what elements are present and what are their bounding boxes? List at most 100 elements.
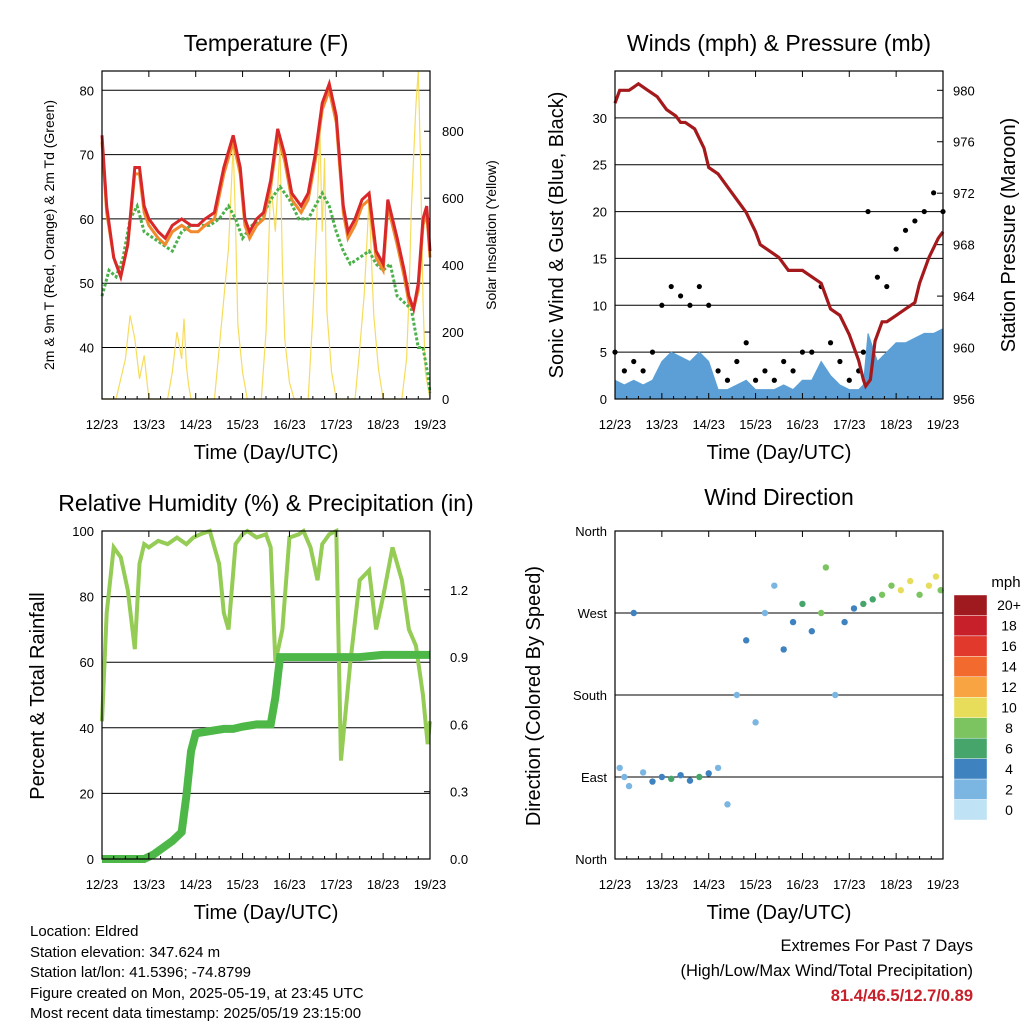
dir-y-tick-label: South [573, 688, 607, 703]
colorbar-label: 18 [1001, 618, 1017, 634]
x-tick-label: 17/23 [833, 417, 866, 432]
latlon-text: Station lat/lon: 41.5396; -74.8799 [30, 964, 252, 981]
wind-y-tick-label: 15 [593, 251, 607, 266]
colorbar-swatch [953, 758, 988, 780]
wind-speed-area [614, 327, 944, 400]
gust-point [621, 368, 627, 374]
direction-point [705, 770, 712, 777]
station-info: Location: Eldred Station elevation: 347.… [30, 922, 364, 1025]
winds-title: Winds (mph) & Pressure (mb) [627, 30, 931, 56]
direction-point [621, 773, 628, 781]
colorbar-label: 12 [1001, 679, 1017, 695]
x-tick-label: 19/23 [927, 877, 960, 892]
x-tick-label: 15/23 [226, 877, 259, 892]
colorbar-label: 14 [1001, 659, 1017, 675]
direction-point [780, 646, 787, 653]
recent-text: Most recent data timestamp: 2025/05/19 2… [30, 1005, 362, 1022]
direction-point [630, 609, 637, 617]
gust-point [631, 358, 637, 365]
colorbar-swatch [953, 635, 988, 657]
direction-point [658, 773, 666, 781]
gust-point [931, 190, 937, 196]
colorbar-swatch [953, 615, 988, 637]
gust-point [799, 349, 806, 355]
wind-y-tick-label: 20 [593, 205, 607, 220]
direction-point [724, 801, 731, 808]
x-tick-label: 18/23 [367, 877, 400, 892]
gust-point [827, 340, 834, 346]
direction-point [677, 771, 684, 779]
extremes-values: 81.4/46.5/12.7/0.89 [830, 987, 973, 1005]
temp-y-tick-label: 50 [80, 276, 94, 291]
gust-point [874, 274, 881, 280]
dir-y-tick-label: East [581, 770, 607, 785]
direction-point [937, 587, 944, 594]
direction-point [932, 573, 940, 580]
x-tick-label: 17/23 [833, 877, 866, 892]
direction-point [696, 773, 703, 781]
colorbar-swatch [953, 717, 988, 739]
temp-y-tick-label: 80 [80, 83, 94, 98]
gust-point [762, 368, 768, 374]
gust-point [678, 293, 684, 299]
rh-y-tick-label: 20 [80, 786, 94, 801]
x-tick-label: 17/23 [320, 877, 353, 892]
direction-point [761, 609, 769, 617]
pressure-line [613, 81, 945, 390]
rh-y-tick-label: 0 [87, 852, 94, 867]
x-tick-label: 19/23 [927, 417, 960, 432]
dir-y-tick-label: North [575, 852, 607, 867]
gust-point [781, 358, 787, 365]
direction-xlabel: Time (Day/UTC) [707, 902, 852, 924]
precip-y2-tick-label: 0.3 [450, 785, 468, 800]
humidity-ylabel: Percent & Total Rainfall [27, 592, 49, 800]
x-tick-label: 12/23 [86, 877, 119, 892]
wind-y2-tick-label: 964 [953, 289, 975, 304]
gust-point [865, 208, 871, 215]
direction-point [639, 769, 647, 776]
gust-point [809, 349, 815, 355]
temp-y-tick-label: 40 [80, 341, 94, 356]
relative-humidity-line [100, 527, 432, 761]
temp-y2-tick-label: 800 [442, 124, 464, 139]
x-tick-label: 18/23 [880, 417, 913, 432]
gust-point [640, 368, 646, 374]
temp-y2-tick-label: 600 [442, 191, 464, 206]
colorbar-label: 10 [1001, 700, 1017, 716]
colorbar-swatch [953, 594, 988, 616]
colorbar-label: 20+ [997, 597, 1021, 613]
temp-y2-tick-label: 0 [442, 392, 449, 407]
direction-point [822, 564, 830, 571]
x-tick-label: 15/23 [739, 877, 772, 892]
precip-y2-tick-label: 0.0 [450, 852, 468, 867]
precip-y2-tick-label: 0.6 [450, 717, 468, 732]
gust-point [860, 349, 866, 355]
colorbar-swatch [953, 737, 988, 759]
dir-y-tick-label: West [578, 606, 608, 621]
direction-point [907, 577, 914, 585]
direction-point [789, 618, 797, 626]
winds-ylabel: Sonic Wind & Gust (Blue, Black) [546, 92, 568, 379]
direction-point [625, 782, 633, 790]
winds-xlabel: Time (Day/UTC) [707, 442, 852, 464]
colorbar-label: 6 [1005, 740, 1013, 756]
x-tick-label: 14/23 [692, 417, 725, 432]
temp-ylabel: 2m & 9m T (Red, Orange) & 2m Td (Green) [41, 100, 57, 370]
gust-point [649, 349, 656, 355]
temperature-2m-line [100, 78, 432, 315]
gust-point [837, 358, 843, 365]
extremes-box: Extremes For Past 7 Days (High/Low/Max W… [680, 934, 973, 1009]
wind-y2-tick-label: 980 [953, 83, 975, 98]
temp-xlabel: Time (Day/UTC) [194, 442, 339, 464]
colorbar-label: 8 [1005, 720, 1013, 736]
x-tick-label: 18/23 [880, 877, 913, 892]
x-tick-label: 12/23 [86, 417, 119, 432]
colorbar-label: 0 [1005, 802, 1013, 818]
elevation-text: Station elevation: 347.624 m [30, 943, 221, 961]
temp-y2-tick-label: 400 [442, 258, 464, 273]
wind-y-tick-label: 10 [593, 298, 607, 313]
wind-y-tick-label: 30 [593, 111, 607, 126]
gust-point [771, 377, 777, 383]
gust-point [687, 302, 693, 308]
